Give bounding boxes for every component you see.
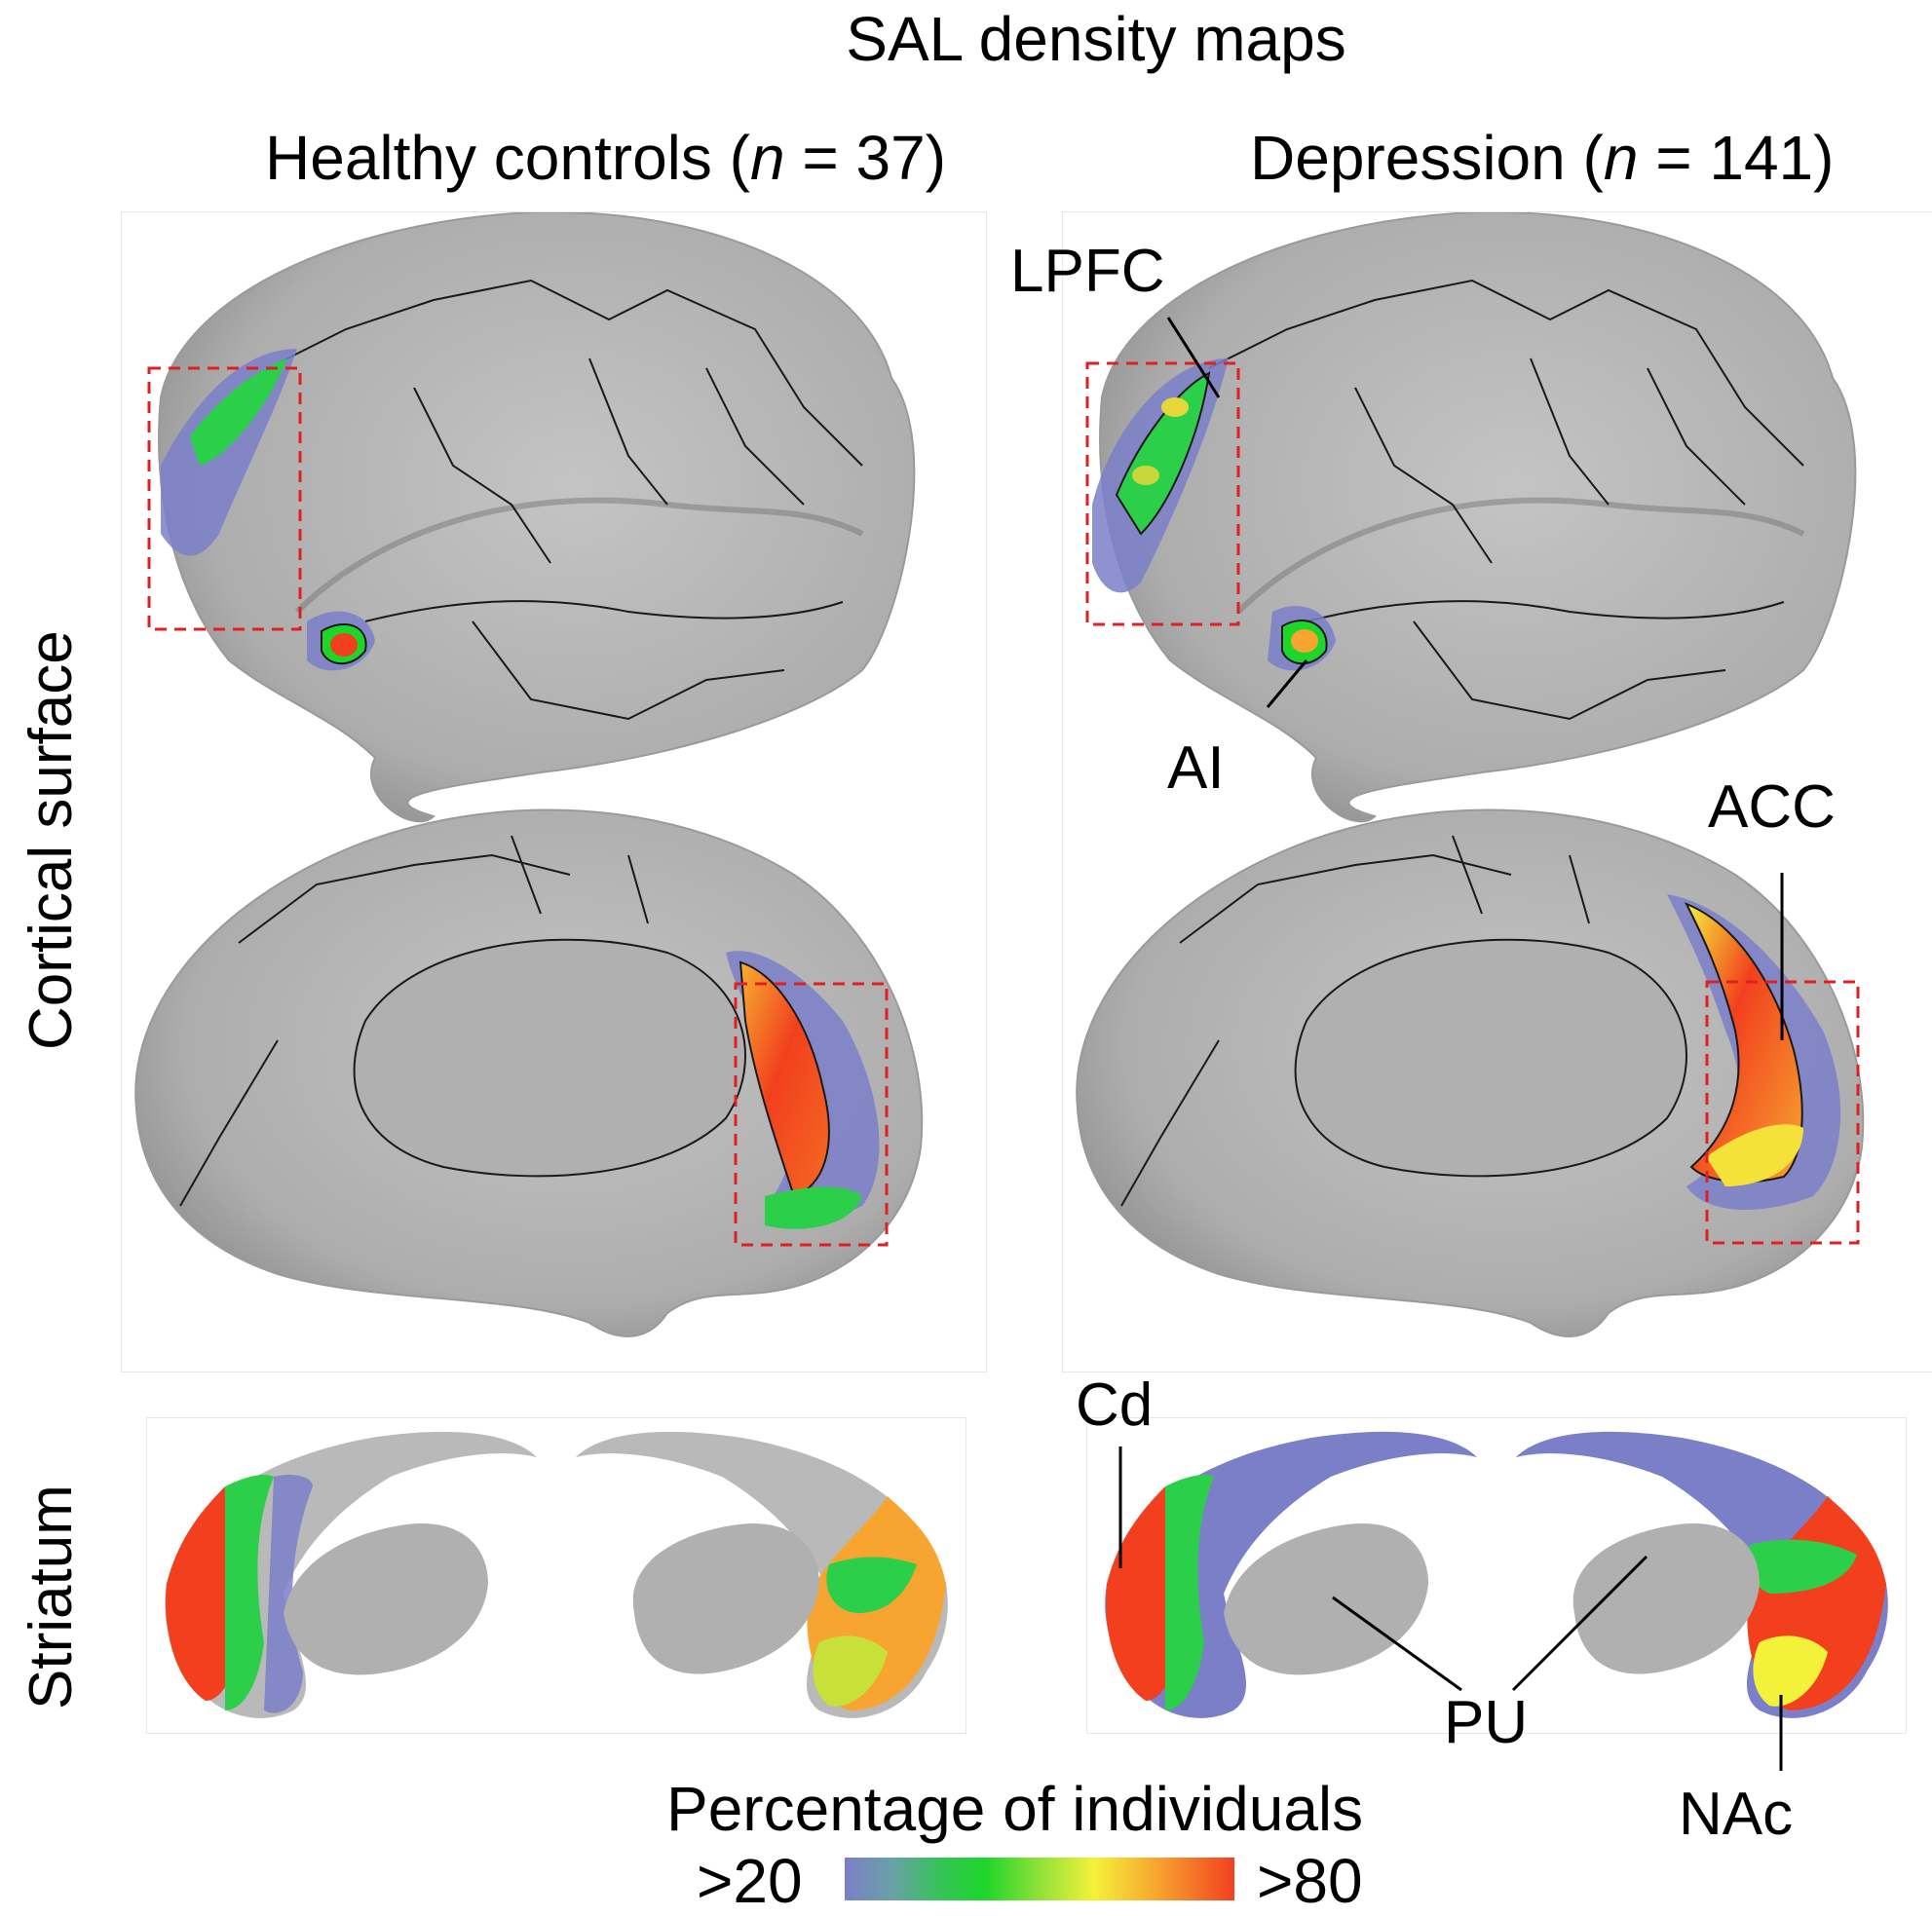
column-title-depression-suffix: = 141) [1638,123,1835,193]
label-cd: Cd [1076,1371,1154,1439]
legend-max-label: >80 [1257,1846,1363,1916]
legend-colorbar [845,1858,1234,1900]
column-title-depression: Depression (n = 141) [1250,127,1834,189]
label-ai: AI [1167,734,1225,802]
column-title-healthy: Healthy controls (n = 37) [265,127,946,189]
depression-striatum-panel [1086,1417,1907,1734]
depression-striatum-left [1105,1431,1477,1718]
depression-lateral-brain [1085,212,1857,823]
pu-pointer-line-left [1332,1596,1462,1692]
column-title-depression-prefix: Depression ( [1250,123,1604,193]
legend-min-label: >20 [697,1846,803,1916]
column-title-healthy-suffix: = 37) [784,123,946,193]
label-acc: ACC [1708,773,1836,841]
depression-striatum-right [1516,1431,1888,1718]
healthy-striatum-panel [146,1417,966,1734]
depression-cortical-svg [1076,212,1865,1337]
label-lpfc: LPFC [1010,238,1165,305]
healthy-lateral-brain [147,212,916,823]
depression-striatum-svg [1105,1431,1888,1718]
figure-title: SAL density maps [846,4,1346,74]
healthy-striatum-svg [165,1431,948,1718]
column-title-healthy-n: n [749,123,785,193]
healthy-striatum-left [165,1431,537,1718]
label-pu: PU [1444,1689,1529,1756]
healthy-cortical-svg [134,212,924,1337]
legend-title: Percentage of individuals [666,1774,1364,1844]
column-title-healthy-prefix: Healthy controls ( [265,123,750,193]
column-title-depression-n: n [1603,123,1639,193]
label-nac: NAc [1679,1781,1794,1848]
healthy-striatum-right [576,1431,948,1718]
depression-cortical-panel [1062,211,1932,1372]
healthy-cortical-panel [121,211,987,1372]
healthy-medial-brain [134,808,924,1337]
pu-pointer-line-right [1511,1555,1648,1692]
depression-medial-brain [1076,808,1865,1337]
